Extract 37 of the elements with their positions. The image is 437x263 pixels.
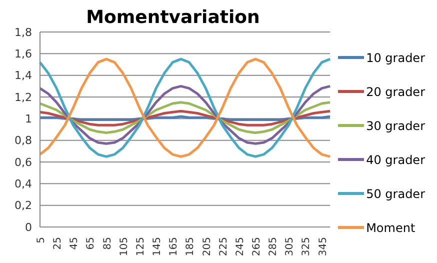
- x-tick-label: 185: [185, 237, 196, 256]
- line-series: [38, 84, 332, 145]
- x-tick-label: 265: [251, 237, 262, 256]
- x-tick-label: 145: [152, 237, 164, 256]
- x-tick-label: 65: [86, 237, 97, 250]
- y-tick-label: 0: [25, 220, 32, 234]
- y-tick-label: 0,4: [14, 178, 32, 191]
- legend-label: 10 grader: [366, 50, 425, 64]
- x-tick-label: 325: [301, 237, 312, 256]
- legend-label: Moment: [366, 220, 416, 234]
- line-series: [38, 58, 332, 158]
- x-tick-label: 225: [218, 237, 230, 256]
- x-tick-label: 165: [168, 237, 180, 256]
- x-tick-label: 345: [318, 237, 329, 256]
- x-tick-label: 105: [118, 237, 130, 256]
- x-tick-label: 25: [52, 237, 64, 250]
- legend-label: 50 grader: [366, 186, 425, 200]
- y-tick-label: 0,6: [14, 156, 32, 169]
- y-tick-label: 0,2: [14, 199, 32, 212]
- legend-label: 40 grader: [366, 152, 425, 166]
- x-tick-label: 45: [69, 237, 80, 250]
- y-tick-label: 1,8: [14, 26, 32, 39]
- chart-title: Momentvariation: [86, 7, 260, 28]
- x-tick-label: 5: [36, 237, 47, 244]
- x-tick-label: 205: [202, 237, 213, 256]
- x-tick-label: 285: [268, 237, 280, 256]
- x-tick-label: 305: [284, 237, 296, 256]
- y-tick-label: 1,4: [14, 69, 32, 82]
- x-tick-label: 85: [102, 237, 114, 250]
- legend-label: 30 grader: [366, 118, 425, 132]
- y-tick-label: 0,8: [14, 134, 32, 148]
- y-tick-label: 1,2: [14, 90, 32, 104]
- x-tick-label: 245: [234, 237, 246, 256]
- x-tick-label: 125: [135, 237, 146, 256]
- legend-label: 20 grader: [366, 84, 425, 98]
- y-tick-label: 1,6: [14, 48, 32, 61]
- y-tick-label: 1: [25, 112, 32, 126]
